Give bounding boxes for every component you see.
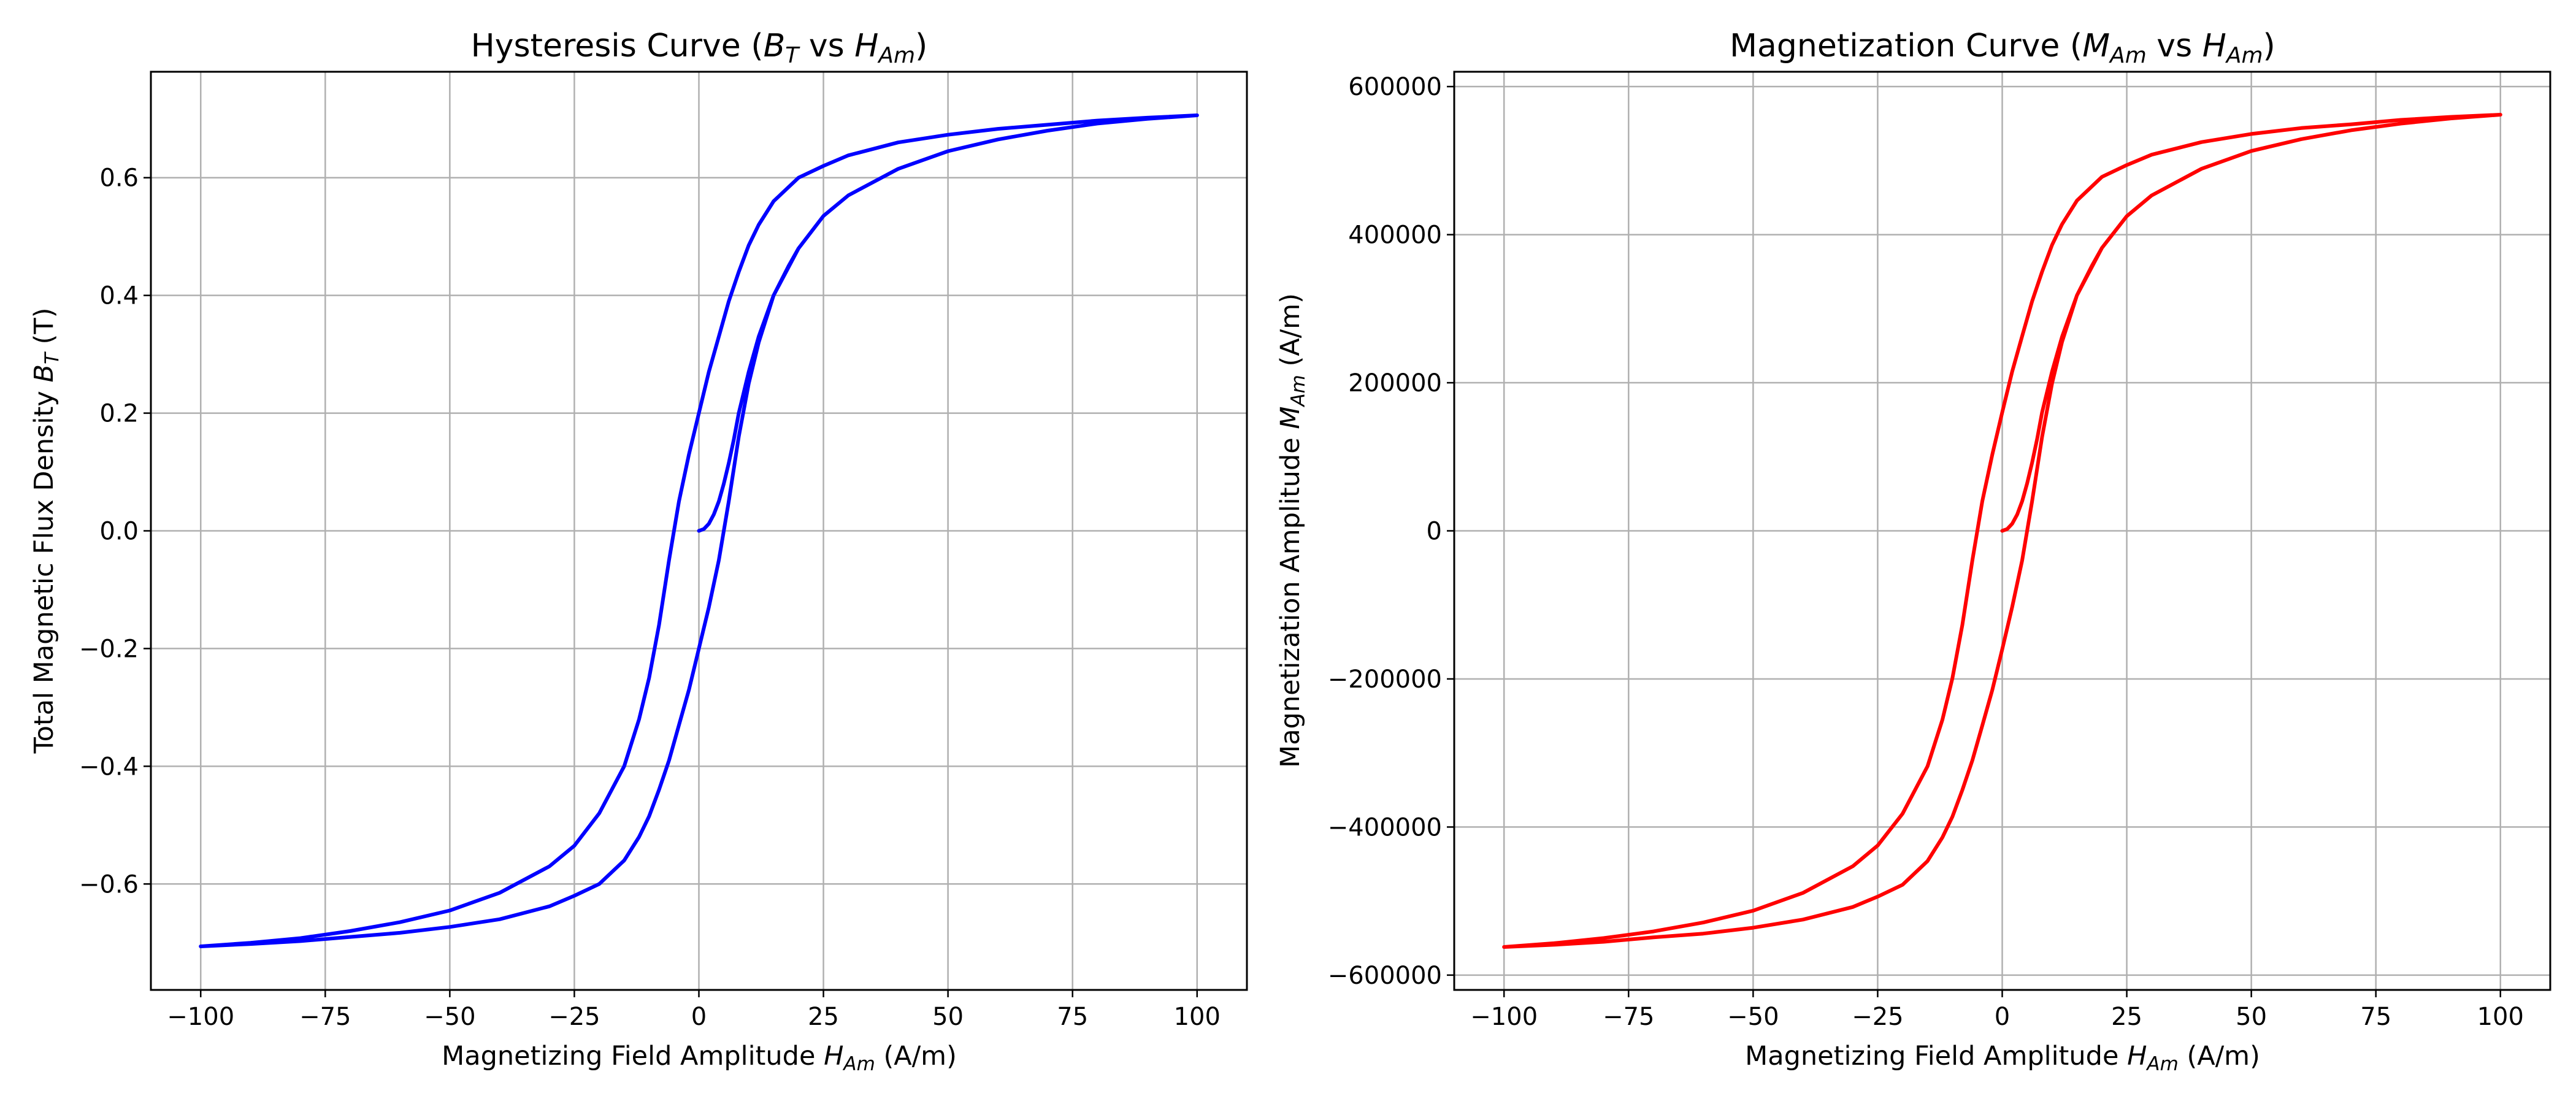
x-tick-label: −25 xyxy=(1852,1003,1903,1031)
x-tick-label: −25 xyxy=(548,1003,600,1031)
y-tick-label: −200000 xyxy=(1328,665,1442,694)
x-tick-label: 25 xyxy=(2111,1003,2142,1031)
y-tick-label: 400000 xyxy=(1348,221,1442,250)
x-tick-label: 50 xyxy=(932,1003,964,1031)
y-tick-label: 0.0 xyxy=(99,518,139,546)
x-axis-label: Magnetizing Field Amplitude HAm (A/m) xyxy=(1745,1041,2260,1075)
x-ticks: −100 −75 −50 −25 0 25 50 75 100 xyxy=(1470,990,2524,1031)
x-tick-label: −100 xyxy=(1470,1003,1538,1031)
series-line xyxy=(199,113,1199,948)
plot-lines xyxy=(199,113,1199,948)
chart-magnetization: −100 −75 −50 −25 0 25 50 75 100 −600000 −400000 −2… xyxy=(1275,28,2551,1075)
y-tick-label: −0.2 xyxy=(79,635,139,663)
y-tick-label: 0 xyxy=(1427,518,1442,546)
y-tick-label: −400000 xyxy=(1328,813,1442,841)
x-tick-label: −75 xyxy=(1603,1003,1654,1031)
y-axis-label: Magnetization Amplitude MAm (A/m) xyxy=(1275,293,1309,768)
plot-lines xyxy=(1502,113,2502,949)
x-tick-label: −50 xyxy=(1727,1003,1779,1031)
x-tick-label: 0 xyxy=(1995,1003,2010,1031)
x-tick-label: 100 xyxy=(1174,1003,1221,1031)
x-tick-label: 25 xyxy=(808,1003,839,1031)
x-tick-label: 75 xyxy=(2360,1003,2391,1031)
chart-title: Magnetization Curve (MAm vs HAm) xyxy=(1730,28,2275,68)
chart-title: Hysteresis Curve (BT vs HAm) xyxy=(471,28,928,68)
y-tick-label: 0.2 xyxy=(99,400,139,428)
x-axis-label: Magnetizing Field Amplitude HAm (A/m) xyxy=(442,1041,957,1075)
y-ticks: −600000 −400000 −200000 0 200000 400000 600000 xyxy=(1328,73,1454,990)
y-tick-label: 600000 xyxy=(1348,73,1442,101)
x-ticks: −100 −75 −50 −25 0 25 50 75 100 xyxy=(167,990,1221,1031)
x-tick-label: −75 xyxy=(299,1003,351,1031)
series-line xyxy=(1502,113,2502,949)
y-tick-label: −600000 xyxy=(1328,962,1442,990)
y-tick-label: −0.4 xyxy=(79,753,139,781)
y-axis-label: Total Magnetic Flux Density BT (T) xyxy=(29,308,63,754)
x-tick-label: −100 xyxy=(167,1003,234,1031)
chart-hysteresis: −100 −75 −50 −25 0 25 50 75 100 −0.6 −0.4 −0.2 0.0 0… xyxy=(29,28,1248,1075)
y-tick-label: 0.4 xyxy=(99,282,139,310)
x-tick-label: −50 xyxy=(424,1003,475,1031)
y-tick-label: −0.6 xyxy=(79,870,139,899)
x-tick-label: 50 xyxy=(2236,1003,2267,1031)
x-tick-label: 75 xyxy=(1057,1003,1088,1031)
x-tick-label: 0 xyxy=(691,1003,707,1031)
grid-lines xyxy=(1454,72,2550,990)
y-tick-label: 200000 xyxy=(1348,369,1442,397)
x-tick-label: 100 xyxy=(2477,1003,2524,1031)
y-tick-label: 0.6 xyxy=(99,164,139,193)
y-ticks: −0.6 −0.4 −0.2 0.0 0.2 0.4 0.6 xyxy=(79,164,151,899)
